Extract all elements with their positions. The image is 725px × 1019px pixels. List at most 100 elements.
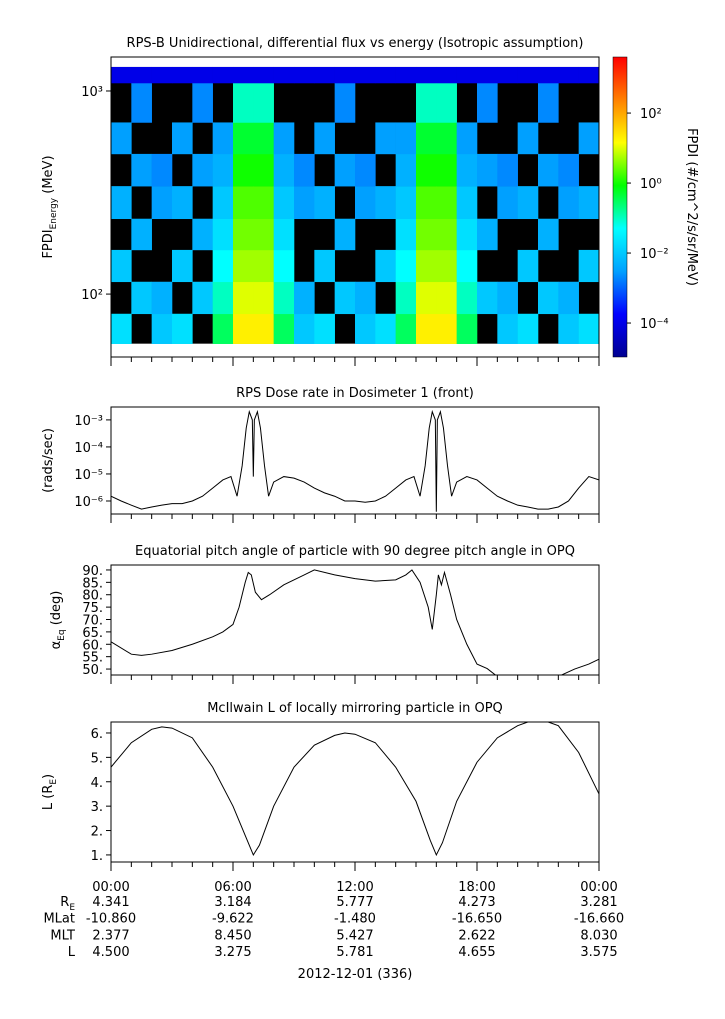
heatmap-cell (375, 122, 396, 155)
heatmap-cell (233, 186, 254, 220)
heatmap-cell (212, 66, 234, 84)
heatmap-cell (497, 66, 518, 84)
heatmap-cell (456, 313, 478, 344)
label-text: α (49, 641, 64, 650)
label-text: L (R (41, 785, 56, 810)
heatmap-cell (253, 82, 274, 123)
colorbar-tick-label: 10² (640, 107, 662, 122)
heatmap-cell (375, 66, 396, 84)
ephemeris-value: 4.273 (458, 895, 495, 910)
y-tick-label: 10⁻⁴ (74, 441, 103, 456)
heatmap-cell (517, 66, 539, 84)
heatmap-cell (294, 66, 315, 84)
colorbar-tick-label: 10⁰ (640, 177, 662, 192)
panel-title: RPS-B Unidirectional, differential flux … (127, 36, 584, 51)
heatmap-cell (314, 313, 335, 344)
heatmap-cell (212, 218, 234, 251)
heatmap-cell (233, 66, 254, 84)
label-unit: ) (41, 774, 56, 779)
heatmap-cell (436, 281, 457, 315)
colorbar-label: FPDI (#/cm^2/s/sr/MeV) (684, 128, 699, 286)
heatmap-cell (517, 122, 539, 155)
data-line (111, 409, 599, 512)
heatmap-cell (273, 281, 295, 315)
ephemeris-value: 2.377 (92, 928, 129, 943)
y-tick-label: 70. (82, 614, 103, 629)
heatmap-cell (192, 153, 213, 187)
ephemeris-value: 3.575 (580, 945, 617, 960)
axis-label: MLT (50, 928, 75, 943)
axis-label: MLat (43, 912, 75, 927)
label-text: FPDI (41, 229, 56, 258)
heatmap-cell (456, 186, 478, 220)
heatmap-cell (233, 313, 254, 344)
heatmap-cell (375, 249, 396, 283)
heatmap-cell (172, 122, 193, 155)
heatmap-cell (538, 281, 559, 315)
heatmap-cell (334, 153, 356, 187)
heatmap-cell (436, 313, 457, 344)
heatmap-cell (253, 186, 274, 220)
y-tick-label: 10³ (81, 85, 103, 100)
heatmap-cell (212, 186, 234, 220)
heatmap-cell (233, 218, 254, 251)
heatmap-cell (538, 153, 559, 187)
heatmap-cell (558, 153, 579, 187)
heatmap-cell (294, 186, 315, 220)
axis-label: L (68, 945, 76, 960)
heatmap-cell (517, 313, 539, 344)
ephemeris-value: 4.341 (92, 895, 129, 910)
heatmap-cell (558, 186, 579, 220)
heatmap-cell (253, 66, 274, 84)
colorbar-tick-label: 10⁻² (640, 247, 669, 262)
y-tick-label: 1. (91, 849, 103, 864)
heatmap-cell (416, 153, 437, 187)
heatmap-cell (131, 66, 152, 84)
heatmap-cell (538, 66, 559, 84)
ephemeris-value: 5.427 (336, 928, 373, 943)
heatmap-cell (253, 218, 274, 251)
heatmap-cell (111, 313, 132, 344)
axis-label: (rads/sec) (41, 428, 56, 493)
heatmap-cell (436, 66, 457, 84)
plot-frame (110, 406, 600, 515)
heatmap-cell (436, 218, 457, 251)
heatmap-cell (355, 313, 376, 344)
heatmap-cell (172, 66, 193, 84)
heatmap-cell (334, 218, 356, 251)
heatmap-cell (497, 313, 518, 344)
heatmap-cell (212, 249, 234, 283)
heatmap-cell (233, 281, 254, 315)
label-text: R (60, 895, 69, 910)
heatmap-cell (233, 153, 254, 187)
heatmap-cell (436, 122, 457, 155)
heatmap-cell (497, 186, 518, 220)
y-tick-label: 4. (91, 776, 103, 791)
heatmap-cell (233, 249, 254, 283)
x-tick-label: 00:00 (580, 880, 617, 895)
heatmap-cell (131, 82, 152, 123)
ephemeris-value: 3.184 (214, 895, 251, 910)
heatmap-cell (517, 186, 539, 220)
heatmap-cell (355, 186, 376, 220)
heatmap-cell (273, 249, 295, 283)
ephemeris-value: -10.860 (86, 912, 136, 927)
heatmap-cell (416, 281, 437, 315)
heatmap-cell (111, 186, 132, 220)
ephemeris-value: -16.660 (574, 912, 624, 927)
heatmap-cell (456, 218, 478, 251)
heatmap-cell (253, 153, 274, 187)
heatmap-cell (558, 66, 579, 84)
heatmap-cell (294, 153, 315, 187)
heatmap-cell (558, 281, 579, 315)
heatmap-cell (233, 122, 254, 155)
x-tick-label: 00:00 (92, 880, 129, 895)
plot-area (111, 409, 599, 512)
heatmap-cell (578, 313, 599, 344)
heatmap-cell (416, 82, 437, 123)
ephemeris-value: 4.655 (458, 945, 495, 960)
heatmap-cell (212, 281, 234, 315)
heatmap-cell (131, 218, 152, 251)
label-text: MLT (50, 928, 75, 943)
